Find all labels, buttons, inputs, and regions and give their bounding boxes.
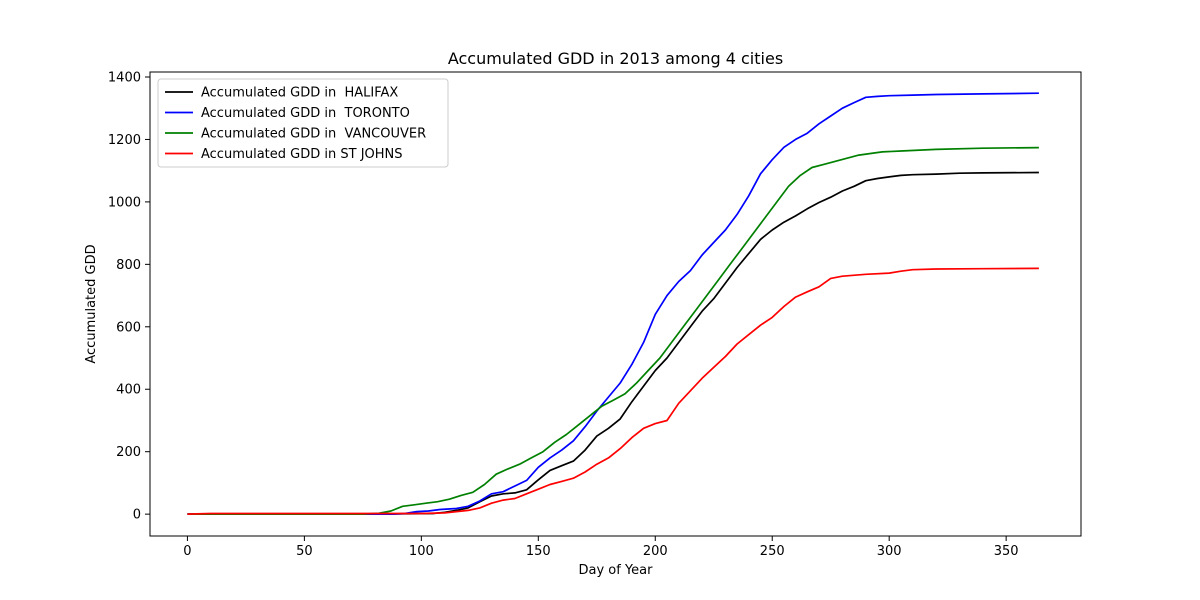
y-tick-label: 600 (116, 320, 141, 335)
x-tick-label: 50 (296, 544, 313, 559)
x-tick-label: 250 (760, 544, 785, 559)
y-tick-label: 800 (116, 258, 141, 273)
legend-box (157, 78, 449, 168)
x-tick-label: 150 (526, 544, 551, 559)
y-axis-ticks: 0 200 400 600 800 1000 1200 1400 (108, 70, 150, 523)
legend-entry: Accumulated GDD in VANCOUVER (201, 127, 426, 142)
legend: Accumulated GDD in HALIFAX Accumulated GD… (157, 78, 449, 168)
series-line-2 (187, 92, 1039, 515)
x-tick-label: 100 (409, 544, 434, 559)
y-tick-label: 200 (116, 445, 141, 460)
x-tick-label: 350 (994, 544, 1019, 559)
plot-frame (149, 71, 1082, 537)
x-tick-label: 0 (183, 544, 191, 559)
chart-title: Accumulated GDD in 2013 among 4 cities (448, 49, 783, 68)
legend-entry: Accumulated GDD in HALIFAX (201, 86, 398, 101)
y-axis-label: Accumulated GDD (84, 244, 99, 363)
y-tick-label: 1200 (108, 133, 141, 148)
y-tick-label: 0 (133, 508, 141, 523)
y-tick-label: 1400 (108, 70, 141, 85)
x-tick-label: 300 (877, 544, 902, 559)
y-tick-label: 1000 (108, 195, 141, 210)
legend-entry: Accumulated GDD in ST JOHNS (201, 147, 403, 162)
series-line-1 (187, 171, 1039, 515)
y-tick-label: 400 (116, 383, 141, 398)
x-axis-ticks: 0 50 100 150 200 250 300 350 (183, 536, 1019, 559)
x-tick-label: 200 (643, 544, 668, 559)
plot-series (187, 92, 1039, 515)
series-line-4 (187, 267, 1039, 515)
series-line-3 (187, 146, 1039, 515)
x-axis-label: Day of Year (579, 563, 654, 578)
legend-entry: Accumulated GDD in TORONTO (201, 106, 410, 121)
